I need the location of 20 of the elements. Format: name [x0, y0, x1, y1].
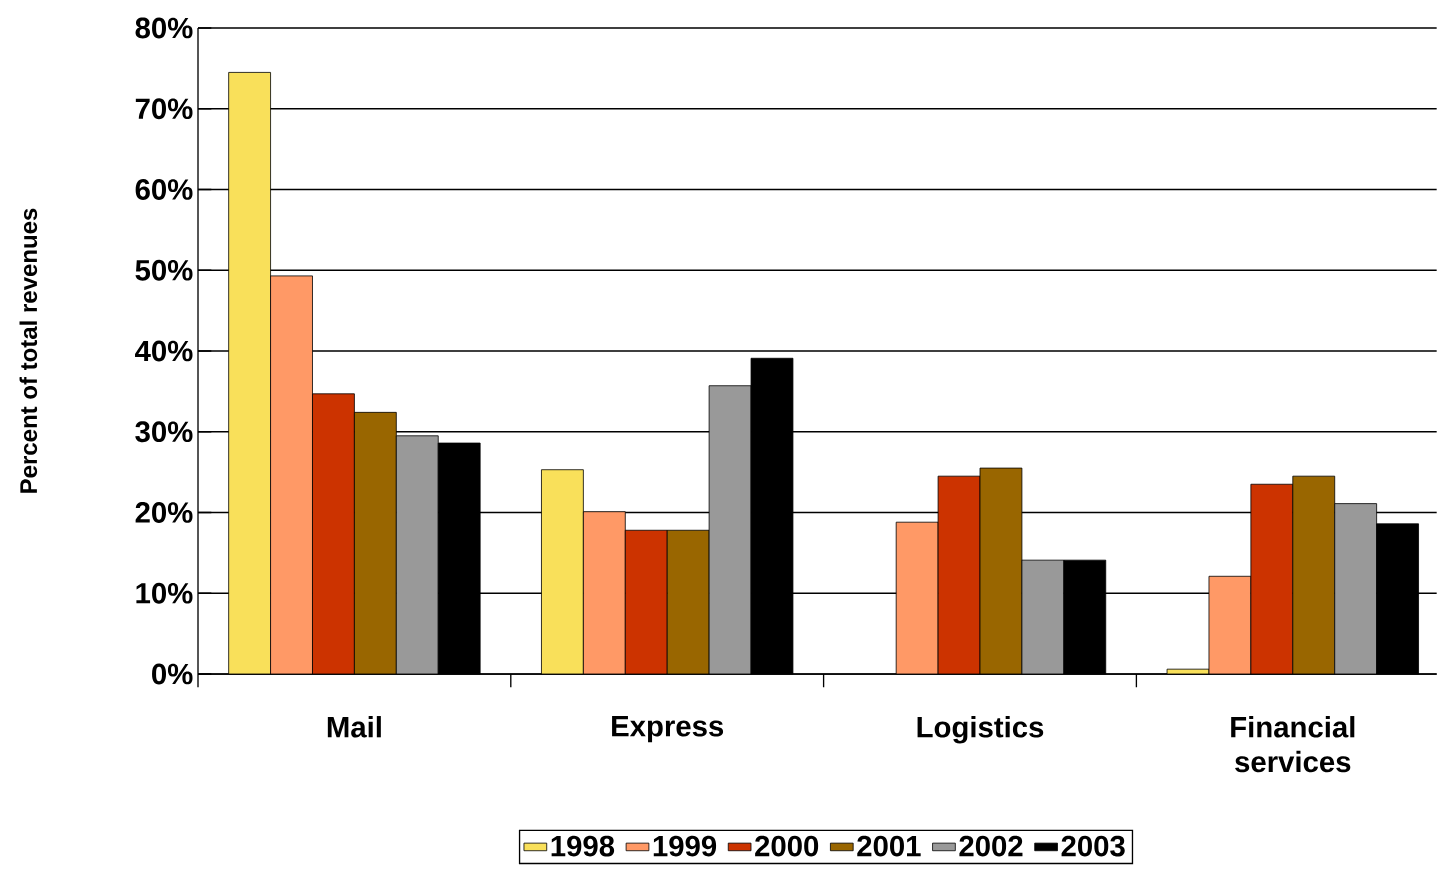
y-tick-label: 60%: [135, 179, 193, 200]
legend-label: 2000: [755, 835, 819, 857]
x-tick-label: Financial services: [1231, 716, 1355, 773]
y-tick-label: 10%: [136, 582, 193, 604]
y-tick-label: 30%: [135, 421, 193, 443]
x-tick-label: Logistics: [917, 716, 1044, 744]
y-tick-label: 80%: [135, 17, 193, 39]
y-tick-label: 20%: [135, 502, 193, 523]
x-tick-label: Express: [612, 716, 724, 743]
y-axis-title: Percent of total revenues: [19, 208, 38, 493]
legend-label: 2001: [857, 835, 921, 857]
y-tick-label: 40%: [135, 340, 193, 362]
x-tick-label: Mail: [327, 716, 381, 738]
legend-label: 2002: [959, 835, 1023, 857]
y-tick-label: 0%: [152, 663, 193, 685]
legend-label: 1998: [551, 835, 615, 857]
y-tick-label: 70%: [135, 98, 193, 120]
legend-label: 1999: [653, 835, 717, 857]
y-tick-label: 50%: [135, 259, 193, 281]
legend-label: 2003: [1061, 835, 1125, 857]
